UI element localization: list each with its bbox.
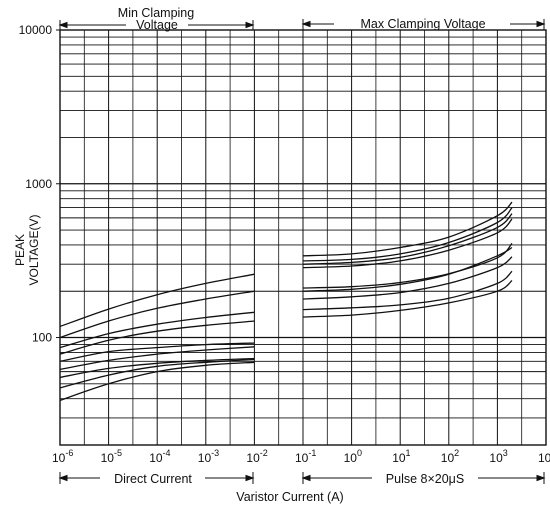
min-clamping-bracket: [58, 20, 255, 30]
y-tick-label: 10000: [19, 23, 53, 37]
y-tick-label: 1000: [25, 177, 52, 191]
y-tick-label: 100: [32, 331, 52, 345]
max-clamping-label: Max Clamping Voltage: [360, 17, 485, 31]
x-tick-label: 102: [441, 448, 459, 465]
min-clamping-curve: [59, 358, 255, 389]
x-tick-label: 10-4: [149, 448, 170, 465]
x-tick-labels: 10-6 10-5 10-4 10-3 10-2 10-1 100 101 102 103 104: [52, 448, 550, 465]
min-clamping-curve: [59, 311, 255, 349]
direct-current-bracket: [58, 472, 255, 484]
pulse-bracket: [301, 472, 546, 484]
y-axis-label-line2: VOLTAGE(V): [27, 215, 41, 286]
x-tick-label: 101: [392, 448, 410, 465]
curves: [59, 201, 513, 402]
max-clamping-curve: [302, 279, 513, 318]
x-tick-label: 104: [538, 448, 550, 465]
grid: [60, 30, 546, 445]
x-tick-label: 100: [344, 448, 362, 465]
min-clamping-label: Min Clamping: [118, 6, 194, 20]
max-clamping-curve: [302, 242, 513, 289]
min-clamping-curve: [59, 320, 255, 355]
max-clamping-curve: [302, 246, 513, 292]
max-clamping-bracket: [301, 19, 546, 30]
x-axis-label: Varistor Current (A): [236, 490, 343, 504]
direct-current-label: Direct Current: [114, 472, 192, 486]
x-tick-label: 103: [489, 448, 507, 465]
min-clamping-curve: [59, 346, 255, 371]
x-tick-label: 10-5: [101, 448, 122, 465]
x-tick-label: 10-3: [198, 448, 219, 465]
max-clamping-curve: [302, 256, 513, 300]
min-clamping-curve: [59, 290, 255, 339]
x-tick-label: 10-6: [52, 448, 73, 465]
pulse-label: Pulse 8×20μS: [386, 472, 464, 486]
max-clamping-curve: [302, 213, 513, 265]
min-clamping-voltage-label: Voltage: [136, 18, 178, 32]
max-clamping-curve: [302, 201, 513, 257]
y-tick-labels: 100 1000 10000: [19, 23, 60, 345]
x-tick-label: 10-2: [246, 448, 267, 465]
min-clamping-curve: [59, 273, 255, 328]
min-clamping-curve: [59, 342, 255, 362]
min-clamping-curve: [59, 357, 255, 379]
max-clamping-curve: [302, 218, 513, 269]
max-clamping-curve: [302, 270, 513, 311]
y-axis-label: PEAK VOLTAGE(V): [13, 215, 41, 286]
x-tick-label: 10-1: [295, 448, 316, 465]
min-clamping-curve: [59, 361, 255, 402]
y-axis-label-line1: PEAK: [13, 234, 27, 266]
max-clamping-curve: [302, 207, 513, 262]
